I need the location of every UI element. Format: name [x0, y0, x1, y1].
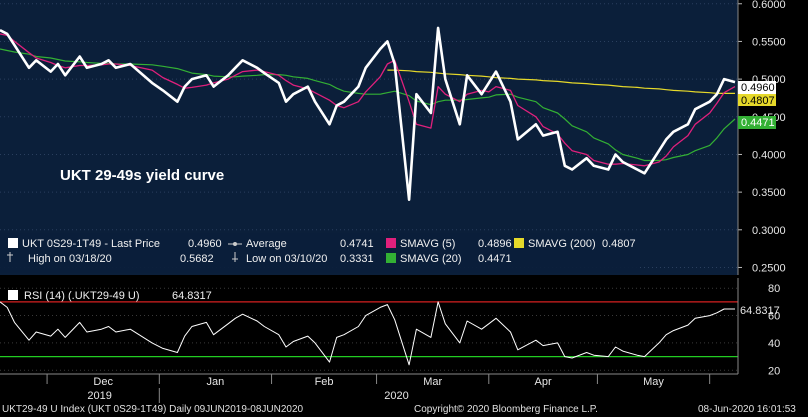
footer-bar: UKT29-49 U Index (UKT 0S29-1T49) Daily 0… [0, 403, 808, 417]
series-line-sma5 [0, 33, 736, 167]
x-tick-label: Mar [423, 376, 442, 388]
legend-sma5-value: 0.4896 [478, 238, 512, 250]
x-tick-label: Jan [207, 376, 225, 388]
rsi-y-tick-label: 20 [768, 365, 780, 377]
price-y-tick-label: 0.6000 [752, 0, 786, 11]
series-line-last-price [0, 26, 736, 201]
price-y-tick-label: 0.3500 [752, 187, 786, 199]
footer-security: UKT29-49 U Index (UKT 0S29-1T49) Daily 0… [2, 404, 304, 415]
legend-sma5-label: SMAVG (5) [400, 238, 455, 250]
legend-high-value: 0.5682 [180, 253, 214, 265]
rsi-legend-value: 64.8317 [172, 290, 212, 302]
legend-low-label: Low on 03/10/20 [246, 253, 327, 265]
last-value-labels: 0.4807 0.4960 0.4471 [738, 81, 776, 129]
rsi-y-tick-label: 40 [768, 338, 780, 350]
price-y-tick-label: 0.2500 [752, 262, 786, 274]
x-tick-label: Apr [535, 376, 552, 388]
chart-canvas: 0.60000.55000.50000.45000.40000.35000.30… [0, 0, 786, 403]
high-marker-icon [7, 252, 13, 262]
last-label-price: 0.4960 [741, 82, 775, 94]
x-tick-label: May [643, 376, 664, 388]
x-tick-label: Dec [93, 376, 113, 388]
footer-timestamp: 08-Jun-2020 16:01:53 [698, 404, 796, 415]
series-line-rsi [0, 301, 735, 366]
legend-swatch-sma200 [514, 238, 524, 248]
legend-sma200-label: SMAVG (200) [528, 238, 596, 250]
last-label-sma20: 0.4471 [741, 117, 775, 129]
last-label-sma200: 0.4807 [741, 95, 775, 107]
legend-sma20-value: 0.4471 [478, 253, 512, 265]
price-y-tick-label: 0.4000 [752, 149, 786, 161]
legend: UKT 0S29-1T49 - Last Price 0.4960 High o… [0, 233, 640, 273]
legend-price-label: UKT 0S29-1T49 - Last Price [22, 238, 160, 250]
rsi-y-tick-label: 80 [768, 283, 780, 295]
price-y-axis: 0.60000.55000.50000.45000.40000.35000.30… [737, 0, 786, 275]
legend-swatch-sma20 [386, 253, 396, 263]
x-tick-label: Feb [315, 376, 334, 388]
price-y-tick-label: 0.3000 [752, 225, 786, 237]
x-axis: Dec Jan Feb Mar Apr May 2019 2020 [0, 373, 738, 403]
legend-average-label: Average [246, 238, 287, 250]
rsi-lines [0, 301, 735, 366]
series-line-sma200 [387, 69, 735, 94]
legend-sma200-value: 0.4807 [602, 238, 636, 250]
x-year-label: 2019 [87, 390, 111, 402]
legend-price-value: 0.4960 [188, 238, 222, 250]
price-y-tick-label: 0.5500 [752, 36, 786, 48]
price-lines [0, 26, 736, 201]
x-year-label: 2020 [384, 390, 408, 402]
legend-average-value: 0.4741 [340, 238, 374, 250]
legend-swatch-sma5 [386, 238, 396, 248]
rsi-last-label: 64.8317 [740, 305, 780, 317]
rsi-y-tick-label: 60 [768, 311, 780, 323]
rsi-grid [0, 287, 738, 371]
rsi-panel [0, 278, 738, 374]
footer-copyright: Copyright© 2020 Bloomberg Finance L.P. [414, 404, 598, 415]
legend-swatch-price [8, 238, 18, 248]
chart-title: UKT 29-49s yield curve [60, 167, 224, 184]
legend-low-value: 0.3331 [340, 253, 374, 265]
legend-sma20-label: SMAVG (20) [400, 253, 462, 265]
rsi-legend-label: RSI (14) (.UKT29-49 U) [24, 290, 140, 302]
low-marker-icon [232, 252, 238, 262]
rsi-y-axis: 80 60 40 20 [737, 278, 780, 377]
price-panel [0, 0, 738, 275]
rsi-legend-swatch [8, 290, 18, 300]
legend-high-label: High on 03/18/20 [28, 253, 112, 265]
